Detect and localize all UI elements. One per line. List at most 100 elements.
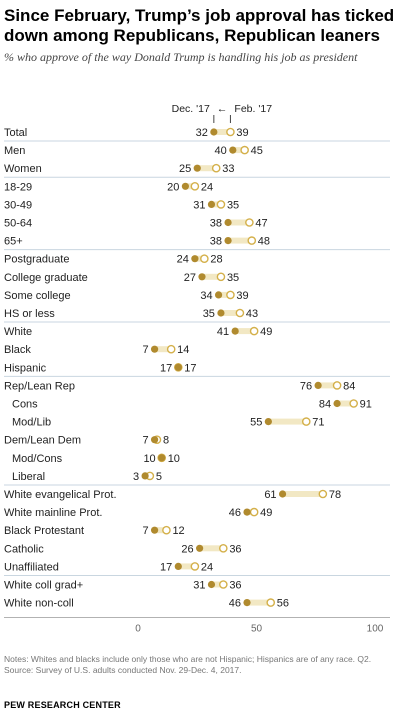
range-bar	[247, 599, 271, 606]
dec-value-label: 20	[167, 181, 179, 193]
dec-dot	[333, 399, 341, 408]
row-label: 50-64	[4, 218, 32, 230]
dec-value-label: 76	[300, 380, 312, 392]
row-label: Some college	[4, 290, 71, 302]
dec-dot	[278, 490, 287, 498]
row-label: White evangelical Prot.	[4, 489, 117, 501]
range-bar	[201, 273, 221, 280]
brand-name: PEW RESEARCH CENTER	[4, 700, 121, 710]
row-label: Black	[4, 344, 31, 356]
dec-value-label: 40	[215, 145, 227, 157]
range-bar	[228, 237, 252, 244]
row-label: Mod/Cons	[12, 453, 63, 465]
range-bar	[220, 310, 240, 316]
feb-dot	[349, 399, 358, 408]
dec-value-label: 27	[184, 272, 196, 284]
range-bar	[154, 527, 167, 534]
axis-tick-label: 100	[367, 624, 384, 635]
dec-dot	[217, 309, 225, 317]
feb-dot	[249, 326, 259, 336]
legend-dec-label: Dec. '17	[172, 103, 210, 115]
feb-value-label: 24	[201, 181, 213, 193]
row-label: Unaffiliated	[4, 561, 59, 573]
feb-value-label: 12	[172, 525, 184, 537]
range-bar	[197, 165, 217, 172]
range-bar	[178, 563, 195, 570]
feb-dot	[200, 254, 209, 263]
row-label: College graduate	[4, 272, 88, 284]
feb-dot	[226, 290, 235, 300]
dec-dot	[196, 544, 204, 552]
dec-dot	[314, 381, 322, 389]
dec-value-label: 34	[200, 290, 212, 302]
dec-value-label: 55	[250, 417, 262, 429]
row-label: White non-coll	[4, 598, 74, 610]
dec-value-label: 38	[210, 236, 222, 248]
feb-value-label: 36	[229, 543, 241, 555]
dec-value-label: 31	[193, 199, 205, 211]
row-label: White coll grad+	[4, 580, 83, 592]
feb-value-label: 49	[260, 326, 272, 338]
dec-dot	[141, 472, 149, 480]
feb-dot	[247, 236, 257, 245]
feb-value-label: 36	[229, 580, 241, 592]
dec-value-label: 46	[229, 507, 241, 519]
feb-value-label: 28	[210, 254, 222, 266]
row-label: Mod/Lib	[12, 417, 51, 429]
feb-value-label: 35	[227, 199, 239, 211]
range-bar	[318, 382, 338, 389]
feb-value-label: 48	[258, 236, 270, 248]
dec-dot	[224, 237, 232, 245]
dec-dot	[158, 454, 166, 462]
feb-dot	[190, 182, 200, 191]
feb-dot	[211, 163, 221, 173]
row-label: Men	[4, 145, 25, 157]
range-bar	[232, 147, 245, 154]
range-bar	[218, 291, 231, 298]
feb-dot	[235, 308, 245, 318]
feb-dot	[216, 272, 226, 282]
dec-value-label: 10	[143, 453, 155, 465]
row-label: Women	[4, 163, 42, 175]
axis-tick-label: 50	[251, 624, 263, 635]
feb-dot	[301, 417, 311, 426]
dec-dot	[174, 562, 182, 570]
dec-value-label: 41	[217, 326, 229, 338]
feb-value-label: 78	[329, 489, 341, 501]
feb-value-label: 71	[312, 417, 324, 429]
dec-value-label: 7	[142, 435, 148, 447]
row-label: White mainline Prot.	[4, 507, 102, 519]
dec-dot	[210, 128, 218, 136]
feb-dot	[249, 507, 259, 517]
dec-value-label: 17	[160, 362, 172, 374]
feb-value-label: 43	[246, 308, 258, 320]
feb-value-label: 10	[168, 453, 180, 465]
row-label: Liberal	[12, 471, 45, 483]
range-bar	[213, 129, 231, 135]
range-bar	[211, 581, 224, 588]
feb-value-label: 39	[236, 290, 248, 302]
feb-value-label: 33	[222, 163, 234, 175]
dec-dot	[150, 526, 159, 534]
dec-dot	[243, 508, 251, 516]
chart-source: Source: Survey of U.S. adults conducted …	[4, 665, 242, 675]
feb-dot	[226, 127, 235, 137]
dec-value-label: 26	[181, 543, 193, 555]
feb-value-label: 91	[360, 399, 372, 411]
dec-dot	[150, 345, 159, 353]
dec-dot	[174, 363, 182, 371]
dec-value-label: 38	[210, 218, 222, 230]
row-label: Hispanic	[4, 362, 47, 374]
row-label: White	[4, 326, 32, 338]
range-bar	[185, 183, 195, 190]
dec-dot	[231, 327, 239, 335]
feb-value-label: 84	[343, 380, 355, 392]
feb-value-label: 24	[201, 561, 213, 573]
row-label: 18-29	[4, 181, 32, 193]
feb-dot	[240, 145, 249, 155]
feb-dot	[219, 543, 228, 553]
legend-feb-label: Feb. '17	[234, 103, 272, 115]
feb-value-label: 47	[255, 218, 267, 230]
feb-value-label: 39	[236, 127, 248, 139]
dec-value-label: 84	[319, 399, 331, 411]
